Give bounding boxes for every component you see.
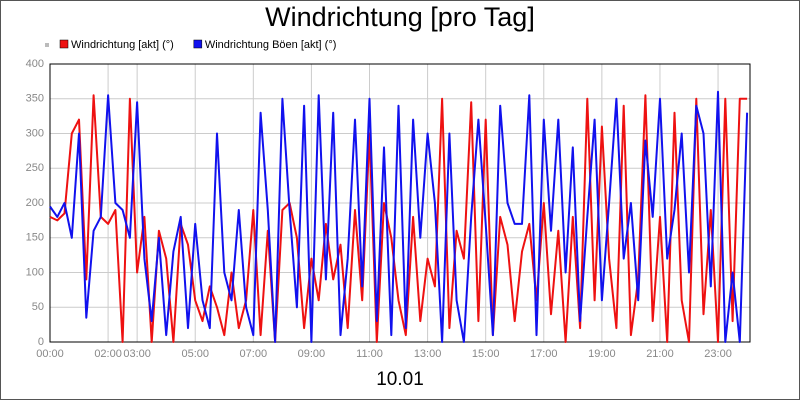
x-tick-label: 07:00 xyxy=(240,348,268,360)
plot-border xyxy=(49,63,751,343)
x-tick-label: 17:00 xyxy=(530,348,558,360)
x-tick-label: 02:00 xyxy=(94,348,122,360)
legend-label: Windrichtung [akt] (°) xyxy=(71,39,174,51)
x-tick-label: 15:00 xyxy=(472,348,500,360)
x-tick-label: 09:00 xyxy=(298,348,326,360)
legend-swatch xyxy=(59,39,69,49)
x-tick-label: 21:00 xyxy=(646,348,674,360)
legend-icon xyxy=(45,43,49,47)
legend-swatch xyxy=(193,39,203,49)
y-tick-label: 400 xyxy=(26,58,44,70)
x-tick-label: 11:00 xyxy=(356,348,383,360)
y-tick-label: 150 xyxy=(26,232,44,244)
x-tick-label: 00:00 xyxy=(36,348,64,360)
y-tick-label: 250 xyxy=(26,162,44,174)
x-tick-label: 23:00 xyxy=(704,348,732,360)
series-line xyxy=(49,94,748,343)
x-tick-label: 03:00 xyxy=(123,348,151,360)
x-tick-label: 05:00 xyxy=(181,348,209,360)
x-tick-label: 19:00 xyxy=(588,348,616,360)
x-tick-label: 13:00 xyxy=(414,348,442,360)
y-tick-label: 0 xyxy=(38,336,44,348)
y-tick-label: 350 xyxy=(26,93,44,105)
y-tick-label: 100 xyxy=(26,266,44,278)
y-tick-label: 300 xyxy=(26,127,44,139)
x-axis-label: 10.01 xyxy=(376,369,424,390)
y-tick-label: 50 xyxy=(32,301,44,313)
chart-title: Windrichtung [pro Tag] xyxy=(265,2,535,32)
series-line xyxy=(49,90,749,343)
y-tick-label: 200 xyxy=(26,197,44,209)
legend-label: Windrichtung Böen [akt] (°) xyxy=(205,39,337,51)
